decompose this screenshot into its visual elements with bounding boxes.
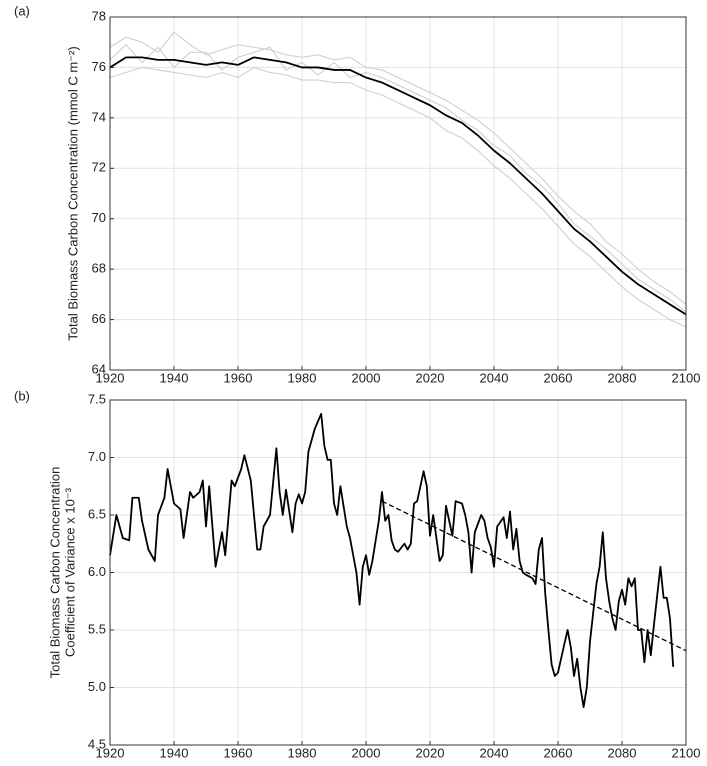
x-tick-label: 2060 [544,370,573,385]
data-line [109,31,687,305]
y-tick-label: 66 [92,311,106,326]
y-tick-label: 70 [92,210,106,225]
data-line [109,44,687,313]
x-tick-label: 1980 [288,370,317,385]
y-tick-label: 72 [92,160,106,175]
x-tick-label: 2080 [608,745,637,760]
x-tick-label: 2060 [544,745,573,760]
panel-label: (a) [14,3,30,18]
y-tick-label: 76 [92,59,106,74]
y-tick-label: 6.5 [88,506,106,521]
x-tick-label: 2100 [672,370,701,385]
x-tick-label: 2020 [416,745,445,760]
data-line [109,66,687,328]
y-axis-label: Coefficient of Variance x 10⁻³ [62,487,77,657]
y-tick-label: 5.0 [88,679,106,694]
y-tick-label: 6.0 [88,564,106,579]
panel-label: (b) [14,388,30,403]
y-tick-label: 5.5 [88,621,106,636]
y-tick-label: 74 [92,109,106,124]
x-tick-label: 1920 [96,370,125,385]
y-tick-label: 7.0 [88,449,106,464]
y-tick-label: 4.5 [88,736,106,751]
x-tick-label: 2100 [672,745,701,760]
y-axis-label: Total Biomass Carbon Concentration (mmol… [65,46,80,340]
x-tick-label: 2020 [416,370,445,385]
plot-frame [109,16,687,371]
x-tick-label: 2000 [352,370,381,385]
data-line [109,412,675,708]
x-tick-label: 1980 [288,745,317,760]
y-tick-label: 78 [92,8,106,23]
y-axis-label: Total Biomass Carbon Concentration [47,467,62,679]
x-tick-label: 2080 [608,370,637,385]
plot-frame [109,399,687,746]
y-tick-label: 68 [92,261,106,276]
data-line [109,56,687,316]
x-tick-label: 2000 [352,745,381,760]
x-tick-label: 2040 [480,370,509,385]
x-tick-label: 1940 [160,370,189,385]
x-tick-label: 2040 [480,745,509,760]
x-tick-label: 1960 [224,370,253,385]
x-tick-label: 1960 [224,745,253,760]
trend-line [381,500,687,652]
x-tick-label: 1940 [160,745,189,760]
x-tick-label: 1920 [96,745,125,760]
y-tick-label: 7.5 [88,391,106,406]
y-tick-label: 64 [92,361,106,376]
